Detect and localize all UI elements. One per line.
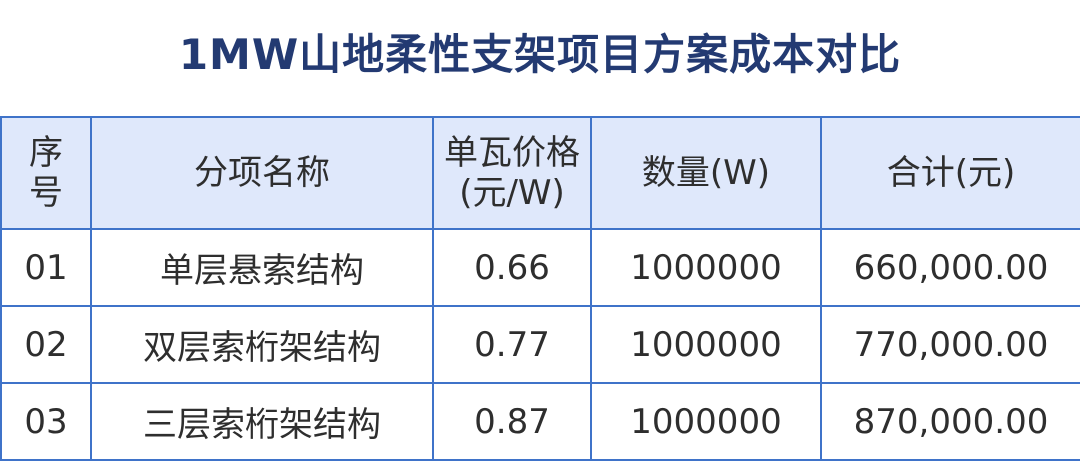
header-name: 分项名称 <box>90 116 434 230</box>
table-row: 03 三层索桁架结构 0.87 1000000 870,000.00 <box>0 382 1080 461</box>
cost-comparison-table: 序 号 分项名称 单瓦价格 (元/W) 数量(W) 合计(元) 01 单层悬索结… <box>0 116 1080 461</box>
row-seq: 02 <box>0 305 92 384</box>
row-quantity: 1000000 <box>590 305 822 384</box>
row-name: 三层索桁架结构 <box>90 382 434 461</box>
header-seq-line2: 号 <box>29 173 63 213</box>
row-total: 770,000.00 <box>820 305 1080 384</box>
header-quantity: 数量(W) <box>590 116 822 230</box>
header-price-line1: 单瓦价格 <box>444 133 580 173</box>
row-price: 0.77 <box>432 305 592 384</box>
table-header-row: 序 号 分项名称 单瓦价格 (元/W) 数量(W) 合计(元) <box>0 116 1080 230</box>
row-price: 0.66 <box>432 228 592 307</box>
row-name: 单层悬索结构 <box>90 228 434 307</box>
page-title: 1MW山地柔性支架项目方案成本对比 <box>178 30 902 79</box>
row-total: 660,000.00 <box>820 228 1080 307</box>
row-quantity: 1000000 <box>590 228 822 307</box>
row-quantity: 1000000 <box>590 382 822 461</box>
header-price-line2: (元/W) <box>459 173 565 213</box>
header-seq: 序 号 <box>0 116 92 230</box>
header-seq-line1: 序 <box>29 133 63 173</box>
row-price: 0.87 <box>432 382 592 461</box>
row-seq: 03 <box>0 382 92 461</box>
table-row: 02 双层索桁架结构 0.77 1000000 770,000.00 <box>0 305 1080 384</box>
header-total: 合计(元) <box>820 116 1080 230</box>
row-total: 870,000.00 <box>820 382 1080 461</box>
row-seq: 01 <box>0 228 92 307</box>
table-row: 01 单层悬索结构 0.66 1000000 660,000.00 <box>0 228 1080 307</box>
header-price: 单瓦价格 (元/W) <box>432 116 592 230</box>
row-name: 双层索桁架结构 <box>90 305 434 384</box>
